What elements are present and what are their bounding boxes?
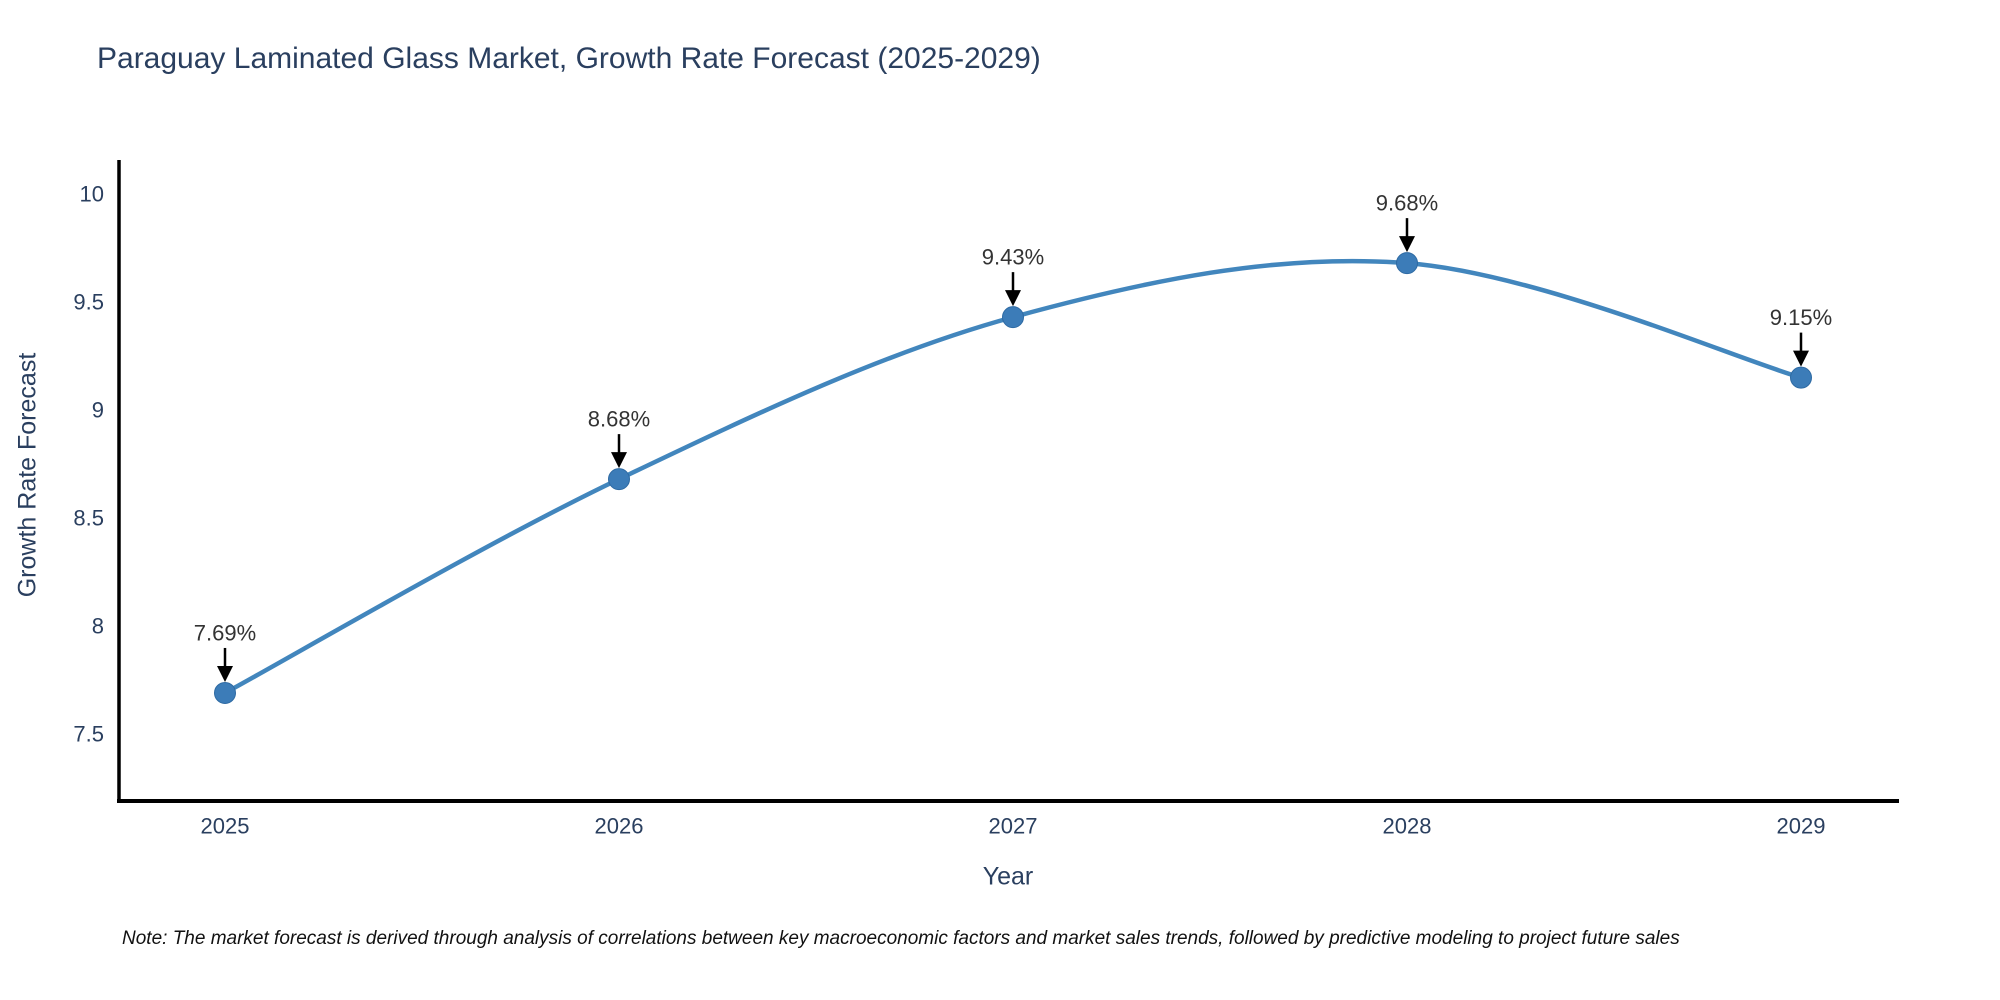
- data-point-2029[interactable]: [1790, 366, 1812, 389]
- x-tick-label: 2026: [595, 814, 644, 839]
- annotation-label: 9.15%: [1770, 305, 1832, 330]
- data-point-2025[interactable]: [214, 681, 236, 704]
- annotation-2028: 9.68%: [1376, 191, 1438, 253]
- annotation-2027: 9.43%: [982, 245, 1044, 307]
- x-tick-label: 2025: [201, 814, 250, 839]
- annotation-arrowhead-icon: [1793, 350, 1809, 367]
- y-tick-label: 7.5: [73, 722, 104, 747]
- chart-title: Paraguay Laminated Glass Market, Growth …: [97, 42, 1041, 75]
- y-tick-label: 8: [92, 614, 104, 639]
- annotation-2026: 8.68%: [588, 407, 650, 469]
- data-point-markers[interactable]: [214, 252, 1812, 704]
- axes: [117, 160, 1899, 803]
- x-tick-label: 2028: [1383, 814, 1432, 839]
- annotation-2029: 9.15%: [1770, 305, 1832, 367]
- point-annotations: 7.69% 8.68% 9.43% 9.68% 9.15%: [194, 191, 1832, 682]
- y-tick-label: 9: [92, 398, 104, 423]
- data-point-2028[interactable]: [1396, 252, 1418, 275]
- y-axis-tick-labels: 7.5 8 8.5 9 9.5 10: [73, 182, 104, 747]
- x-axis-title: Year: [982, 862, 1034, 891]
- annotation-arrowhead-icon: [1399, 236, 1415, 253]
- chart-footnote: Note: The market forecast is derived thr…: [122, 928, 1680, 949]
- annotation-label: 9.68%: [1376, 191, 1438, 216]
- annotation-arrowhead-icon: [1005, 290, 1021, 307]
- annotation-label: 7.69%: [194, 620, 256, 645]
- annotation-arrowhead-icon: [217, 665, 233, 682]
- x-axis-tick-labels: 2025 2026 2027 2028 2029: [201, 814, 1826, 839]
- annotation-label: 9.43%: [982, 245, 1044, 270]
- y-tick-label: 10: [80, 182, 104, 207]
- y-tick-label: 8.5: [73, 506, 104, 531]
- x-tick-label: 2027: [989, 814, 1038, 839]
- data-point-2026[interactable]: [608, 468, 630, 491]
- x-tick-label: 2029: [1777, 814, 1826, 839]
- y-tick-label: 9.5: [73, 290, 104, 315]
- annotation-label: 8.68%: [588, 407, 650, 432]
- annotation-arrowhead-icon: [611, 452, 627, 469]
- annotation-2025: 7.69%: [194, 620, 256, 682]
- data-point-2027[interactable]: [1002, 306, 1024, 329]
